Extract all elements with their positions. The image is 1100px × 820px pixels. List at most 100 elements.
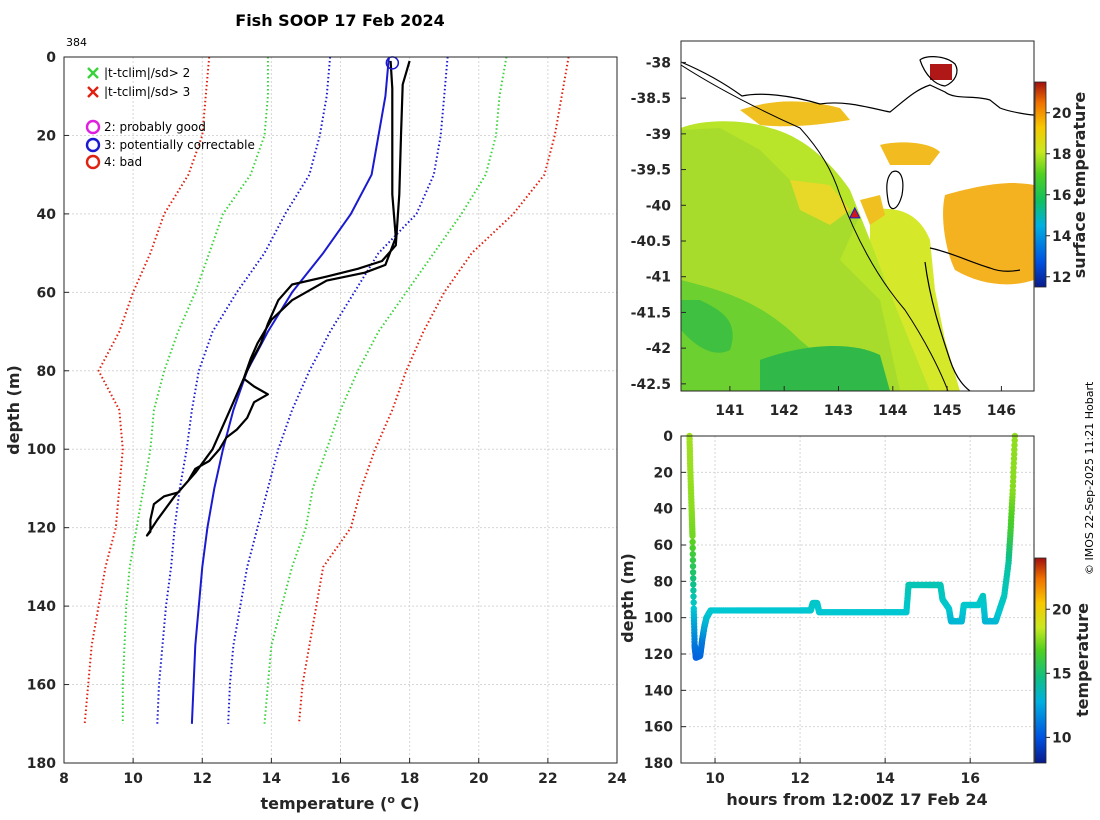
- depth-time-y-tick-label: 20: [654, 465, 674, 481]
- depth-time-x-tick-label: 10: [705, 771, 725, 787]
- depth-time-point: [689, 563, 697, 570]
- map-x-tick-label: 144: [878, 403, 907, 419]
- depth-time-x-tick-label: 16: [960, 771, 979, 787]
- map-x-tick-label: 145: [932, 403, 961, 419]
- profile-x-tick-label: 18: [400, 771, 419, 787]
- profile-id: 384: [66, 36, 87, 49]
- profile-x-tick-label: 12: [193, 771, 212, 787]
- depth-time-point: [689, 532, 696, 540]
- depth-time-y-label: depth (m): [618, 553, 637, 643]
- profile-y-tick-label: 20: [37, 128, 57, 144]
- credit-text: © IMOS 22-Sep-2025 11:21 Hobart: [1083, 381, 1096, 575]
- map-y-tick-label: -38.5: [631, 91, 671, 107]
- profile-x-label: temperature (o C): [260, 793, 419, 814]
- series-clim-2sd: [121, 57, 269, 724]
- map-x-tick-label: 146: [987, 403, 1016, 419]
- depth-time-points: [686, 432, 1019, 661]
- depth-time-chart: 10 12 14 16 0 20 40 60 80 100 120 140 160 180 hours …: [618, 429, 1092, 809]
- legend-item: |t-tclim|/sd> 3: [87, 85, 190, 99]
- sst-map: 141 142 143 144 145 146 -38 -38.5 -39 -39.5 -40 -4…: [631, 40, 1089, 419]
- map-x-ticks: 141 142 143 144 145 146: [715, 386, 1016, 419]
- profile-x-tick-label: 10: [123, 771, 143, 787]
- sst-region-east: [943, 183, 1034, 285]
- legend-label: 4: bad: [104, 155, 142, 169]
- legend-label: 2: probably good: [104, 120, 206, 134]
- depth-time-point: [1009, 478, 1017, 485]
- sst-patch-2: [760, 345, 890, 391]
- profile-y-tick-label: 40: [37, 207, 57, 223]
- series-clim-1sd: [156, 56, 332, 724]
- map-y-tick-label: -42.5: [631, 377, 671, 393]
- profile-legend: |t-tclim|/sd> 2 |t-tclim|/sd> 3 2: probabl…: [85, 66, 255, 170]
- temperature-colorbar: [1034, 557, 1047, 764]
- legend-item: 2: probably good: [85, 119, 206, 135]
- coastline-port-phillip: [919, 56, 958, 87]
- sst-colorbar-tick-label: 16: [1052, 188, 1071, 204]
- depth-time-y-tick-label: 40: [654, 502, 674, 518]
- depth-time-point: [689, 550, 696, 558]
- depth-time-point: [1010, 455, 1018, 462]
- profile-y-tick-label: 180: [27, 756, 56, 772]
- profile-x-tick-label: 14: [262, 771, 282, 787]
- map-y-tick-label: -42: [646, 341, 671, 357]
- profile-y-tick-label: 60: [37, 285, 57, 301]
- coastline-king-island: [886, 170, 904, 210]
- depth-time-x-tick-label: 12: [790, 771, 809, 787]
- temperature-colorbar-ticks: 10 15 20: [1046, 602, 1072, 746]
- profile-grid: [63, 56, 618, 764]
- depth-time-point: [1009, 487, 1016, 494]
- depth-time-y-tick-label: 0: [663, 429, 673, 445]
- coastline-tasmania-north: [929, 247, 1021, 272]
- depth-time-y-tick-label: 140: [644, 683, 673, 699]
- depth-time-y-tick-label: 160: [644, 720, 673, 736]
- sst-colorbar-label: surface temperature: [1070, 92, 1089, 279]
- depth-time-x-ticks: 10 12 14 16: [705, 758, 980, 787]
- series-clim-mean: [190, 56, 390, 724]
- depth-time-point: [690, 599, 697, 606]
- profile-y-tick-label: 80: [37, 364, 57, 380]
- coastline-victoria: [681, 61, 1034, 116]
- map-axes-frame: [680, 40, 1035, 392]
- depth-time-point: [1011, 437, 1018, 444]
- profile-x-ticks: 8 10 12 14 16 18 20 22 24: [59, 758, 627, 787]
- temperature-colorbar-tick-label: 20: [1052, 602, 1072, 618]
- sst-colorbar-tick-label: 14: [1052, 229, 1072, 245]
- profile-chart: 8 10 12 14 16 18 20 22 24 0 20 40 60 80 100 120 140 160 1…: [4, 50, 627, 813]
- legend-item: 3: potentially correctable: [85, 137, 255, 153]
- depth-time-point: [1010, 473, 1017, 481]
- depth-time-point: [1011, 446, 1018, 453]
- figure-title: Fish SOOP 17 Feb 2024: [235, 11, 444, 30]
- profile-y-ticks: 0 20 40 60 80 100 120 140 160 180: [27, 50, 69, 772]
- sst-region-tasman-edge: [870, 208, 960, 391]
- map-y-ticks: -38 -38.5 -39 -39.5 -40 -40.5 -41 -41.5 -42 -42.5: [631, 55, 686, 393]
- sst-colorbar: [1034, 81, 1047, 288]
- sst-colorbar-tick-label: 12: [1052, 270, 1071, 286]
- depth-time-point: [689, 556, 697, 564]
- profile-location-marker: [848, 206, 861, 219]
- legend-item: |t-tclim|/sd> 2: [87, 66, 190, 80]
- depth-time-point: [690, 575, 697, 582]
- profile-x-tick-label: 16: [331, 771, 350, 787]
- profile-x-tick-label: 22: [538, 771, 557, 787]
- series-clim-2sd: [263, 56, 508, 724]
- profile-x-tick-label: 24: [607, 771, 627, 787]
- depth-time-point: [689, 538, 696, 546]
- depth-time-point: [1011, 441, 1018, 449]
- profile-series: [83, 56, 570, 724]
- depth-time-y-tick-label: 60: [654, 538, 674, 554]
- sst-region-portland: [740, 101, 850, 127]
- depth-time-point: [690, 593, 697, 600]
- sst-colorbar-ticks: 12 14 16 18 20: [1046, 106, 1072, 286]
- series-clim-3sd: [298, 56, 570, 724]
- map-y-tick-label: -41.5: [631, 305, 671, 321]
- legend-circle-marker: [85, 137, 101, 153]
- depth-time-axes-frame: [680, 435, 1035, 764]
- depth-time-point: [689, 544, 696, 552]
- sst-patch-4: [790, 180, 850, 225]
- depth-time-point: [1009, 482, 1017, 490]
- depth-time-y-tick-label: 120: [644, 647, 673, 663]
- map-y-tick-label: -40: [646, 198, 672, 214]
- temperature-colorbar-tick-label: 10: [1052, 730, 1072, 746]
- depth-time-y-tick-label: 180: [644, 756, 673, 772]
- temperature-colorbar-tick-label: 15: [1052, 666, 1071, 682]
